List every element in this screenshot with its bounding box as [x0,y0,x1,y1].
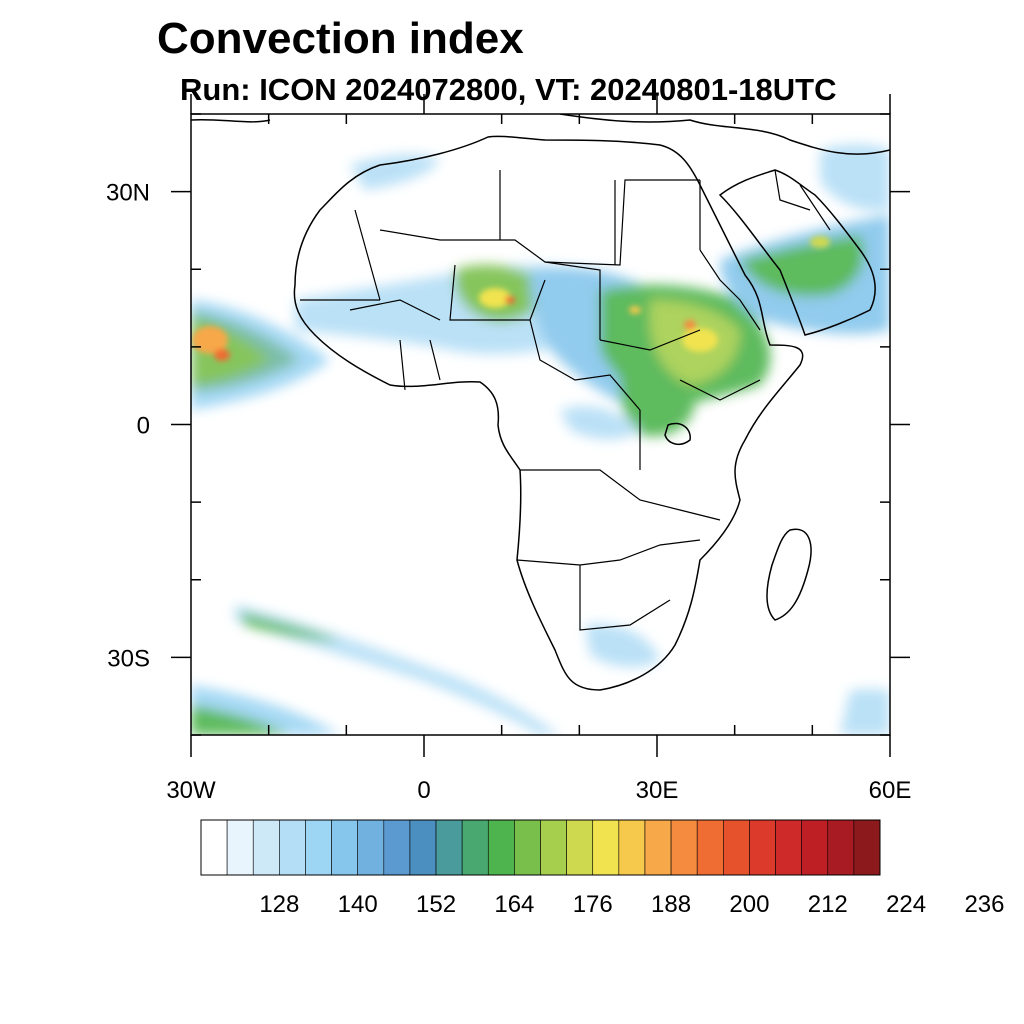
colorbar-swatch [461,819,489,876]
colorbar-swatch [435,819,463,876]
colorbar-swatch [670,819,698,876]
convection-field [191,144,890,735]
colorbar-label: 224 [886,891,926,918]
colorbar-label: 140 [338,891,378,918]
colorbar-swatch [226,819,254,876]
colorbar-label: 200 [729,891,769,918]
longitude-axis: 30W 0 30E 60E [166,94,911,804]
lat-label: 0 [137,413,150,440]
colorbar-swatch [723,819,750,876]
colorbar-label: 152 [416,891,456,918]
colorbar-swatch [514,819,541,876]
colorbar-swatch [618,819,646,876]
colorbar-swatch [827,819,855,876]
map-title: Convection index [157,14,524,63]
colorbar: 128 140 152 164 176 188 200 212 224 236 [200,819,1004,918]
colorbar-label: 164 [494,891,534,918]
latitude-axis: 30N 0 30S [106,113,910,736]
colorbar-swatch [801,819,829,876]
map-subtitle: Run: ICON 2024072800, VT: 20240801-18UTC [180,72,837,107]
lon-label: 0 [417,777,430,804]
colorbar-swatch [487,819,515,876]
colorbar-swatch [696,819,724,876]
lon-label: 30E [636,777,679,804]
colorbar-swatch [383,819,411,876]
colorbar-swatch [644,819,672,876]
colorbar-label: 188 [651,891,691,918]
colorbar-swatch [331,819,358,876]
colorbar-swatch [540,819,567,876]
lat-label: 30N [106,180,150,207]
colorbar-swatch [853,819,881,876]
country-borders [300,169,831,631]
colorbar-frame [200,819,881,876]
colorbar-swatch [305,819,332,876]
colorbar-swatch [749,819,776,876]
colorbar-swatch [279,819,306,876]
colorbar-swatch [775,819,802,876]
lat-label: 30S [107,645,150,672]
colorbar-swatch [357,819,385,876]
coastlines [191,114,890,691]
colorbar-swatch [409,819,437,876]
colorbar-swatch [566,819,594,876]
lon-label: 60E [869,777,912,804]
colorbar-swatch [200,819,228,876]
map-frame [190,113,891,736]
colorbar-label: 176 [573,891,613,918]
colorbar-label: 212 [808,891,848,918]
colorbar-swatch [592,819,620,876]
colorbar-swatch [252,819,280,876]
colorbar-label: 128 [259,891,299,918]
lon-label: 30W [166,777,216,804]
colorbar-label: 236 [964,891,1004,918]
